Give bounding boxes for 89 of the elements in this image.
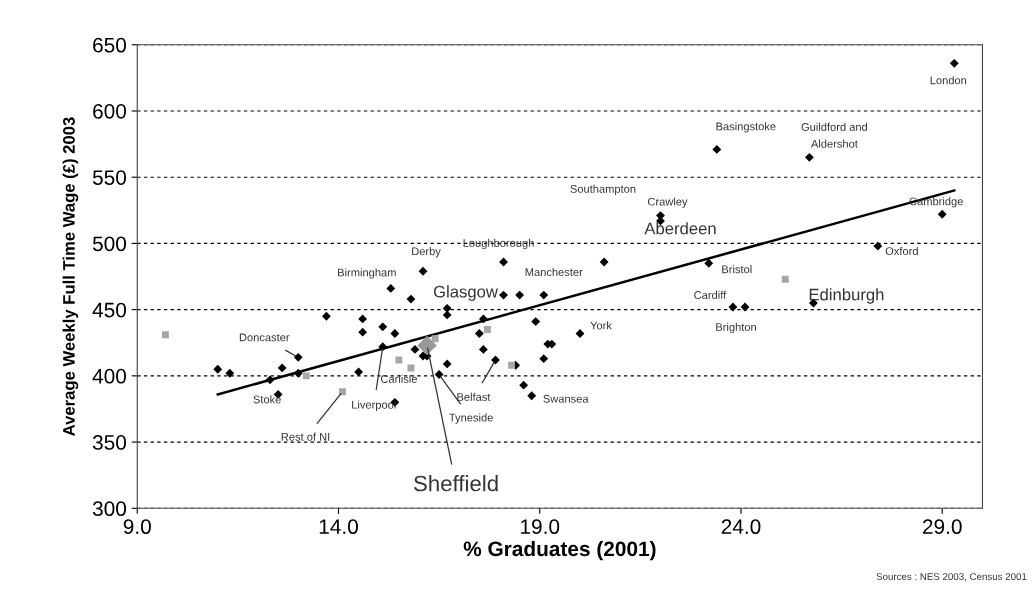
point: [474, 329, 484, 338]
point: [873, 241, 883, 251]
point: [339, 388, 346, 396]
annotation: Derby: [412, 247, 441, 258]
point: [386, 284, 396, 293]
annotation: Belfast: [457, 392, 491, 401]
annotation: Basingstoke: [716, 122, 776, 133]
point: [358, 327, 368, 337]
point: [322, 311, 331, 321]
annotation: Cardiff: [694, 290, 727, 299]
y-tick-label: 500: [92, 236, 127, 252]
annotation: Edinburgh: [809, 288, 884, 304]
x-tick-label: 19.0: [521, 519, 560, 535]
point: [293, 368, 303, 378]
x-tick-label: 9.0: [123, 519, 151, 535]
annotation: Aberdeen: [644, 222, 716, 235]
point: [161, 331, 169, 339]
point: [478, 344, 488, 354]
y-tick-label: 450: [92, 302, 127, 318]
annotation: Glasgow: [433, 285, 498, 301]
point: [515, 290, 525, 300]
point: [390, 329, 400, 338]
point: [442, 359, 452, 369]
annotation: Loughborough: [463, 238, 534, 250]
y-tick-label: 550: [92, 170, 127, 185]
point: [527, 391, 537, 401]
point: [539, 354, 549, 364]
annotation: Rest of NI: [281, 432, 330, 441]
point: [354, 367, 364, 377]
y-axis-title: Average Weekly Full Time Wage (£) 2003: [62, 117, 79, 436]
y-tick-label: 650: [93, 37, 127, 53]
annotation: Oxford: [885, 246, 918, 256]
point: [728, 302, 738, 312]
annotation: Liverpool: [352, 400, 396, 411]
point: [599, 257, 609, 267]
annotation: Carlisle: [380, 374, 417, 383]
point: [704, 258, 714, 268]
annotation: Tyneside: [449, 413, 493, 424]
point: [225, 368, 235, 378]
point: [406, 294, 416, 304]
y-tick-label: 300: [92, 501, 127, 517]
point: [740, 302, 750, 312]
point: [937, 209, 947, 219]
point: [277, 363, 287, 373]
annotation: Swansea: [543, 394, 589, 403]
x-tick-label: 14.0: [319, 519, 358, 535]
point: [434, 370, 444, 379]
annotation: Guildford and Aldershot: [801, 122, 868, 148]
point: [508, 361, 516, 369]
point: [293, 352, 303, 362]
x-axis-title: % Graduates (2001): [463, 540, 656, 561]
y-tick-label: 600: [93, 103, 127, 119]
annotation: Southampton: [570, 184, 636, 196]
point: [358, 314, 368, 324]
point: [417, 335, 437, 356]
point: [378, 322, 388, 332]
x-tick-label: 24.0: [721, 519, 761, 535]
point: [442, 310, 452, 320]
point: [531, 317, 541, 326]
annotation: Doncaster: [239, 333, 290, 342]
annotation: Sheffield: [414, 475, 498, 492]
y-tick-label: 400: [92, 368, 127, 384]
annotation: Stoke: [253, 395, 281, 404]
annotation: Manchester: [525, 267, 583, 277]
point: [431, 335, 439, 343]
y-tick-label: 350: [92, 435, 127, 450]
annotation: London: [930, 76, 967, 85]
point: [781, 275, 789, 283]
annotation: Cambridge: [909, 197, 963, 208]
point: [410, 344, 420, 354]
x-tick-label: 29.0: [922, 519, 962, 535]
point: [483, 326, 491, 333]
annotation: York: [590, 321, 612, 330]
annotation: Bristol: [722, 265, 752, 274]
annotation: Birmingham: [338, 268, 396, 279]
point: [407, 364, 415, 372]
point: [712, 144, 722, 154]
point: [539, 290, 549, 300]
point: [804, 152, 814, 162]
point: [478, 314, 488, 324]
annotation: Crawley: [647, 197, 688, 208]
point: [302, 372, 310, 380]
point: [949, 58, 959, 68]
point: [519, 380, 529, 390]
source-note: Sources : NES 2003, Census 2001: [876, 573, 1027, 582]
point: [265, 375, 275, 385]
point: [213, 364, 223, 374]
annotation: Brighton: [716, 322, 756, 334]
point: [418, 266, 428, 276]
